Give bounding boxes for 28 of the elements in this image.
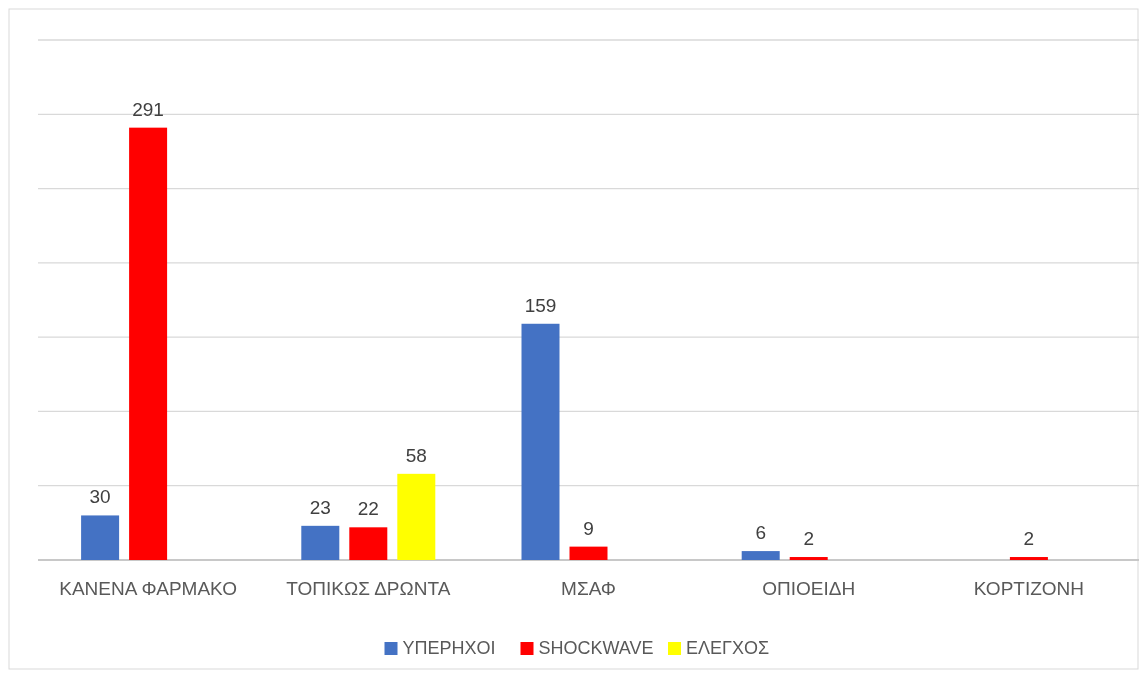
data-label: 291: [132, 98, 164, 120]
bar: [521, 323, 560, 560]
x-tick-label: ΚΟΡΤΙΖΟΝΗ: [973, 578, 1085, 599]
bar: [789, 557, 828, 560]
x-tick-label: ΜΣΑΦ: [561, 578, 616, 599]
data-label: 58: [405, 444, 427, 466]
bar: [1009, 557, 1048, 560]
data-label: 22: [357, 498, 379, 520]
legend-label: SHOCKWAVE: [538, 638, 654, 659]
bar: [129, 127, 168, 560]
x-tick-label: ΚΑΝΕΝΑ ΦΑΡΜΑΚΟ: [59, 578, 237, 599]
x-tick-label: ΟΠΙΟΕΙΔΗ: [762, 578, 856, 599]
data-label: 159: [524, 294, 557, 316]
data-label: 6: [755, 522, 766, 544]
data-label: 2: [1023, 528, 1035, 550]
data-label: 23: [309, 496, 331, 518]
bar: [81, 515, 120, 560]
x-tick-label: ΤΟΠΙΚΩΣ ΔΡΩΝΤΑ: [286, 578, 451, 599]
legend-label: ΥΠΕΡΗΧΟΙ: [402, 638, 496, 659]
bar: [301, 525, 340, 560]
bar: [349, 527, 388, 560]
bar: [741, 551, 780, 560]
data-label: 9: [583, 517, 594, 539]
bar: [569, 546, 608, 560]
legend-label: ΕΛΕΓΧΟΣ: [686, 638, 770, 659]
data-label: 2: [803, 528, 814, 550]
data-label: 30: [89, 486, 111, 508]
bar: [397, 473, 436, 560]
